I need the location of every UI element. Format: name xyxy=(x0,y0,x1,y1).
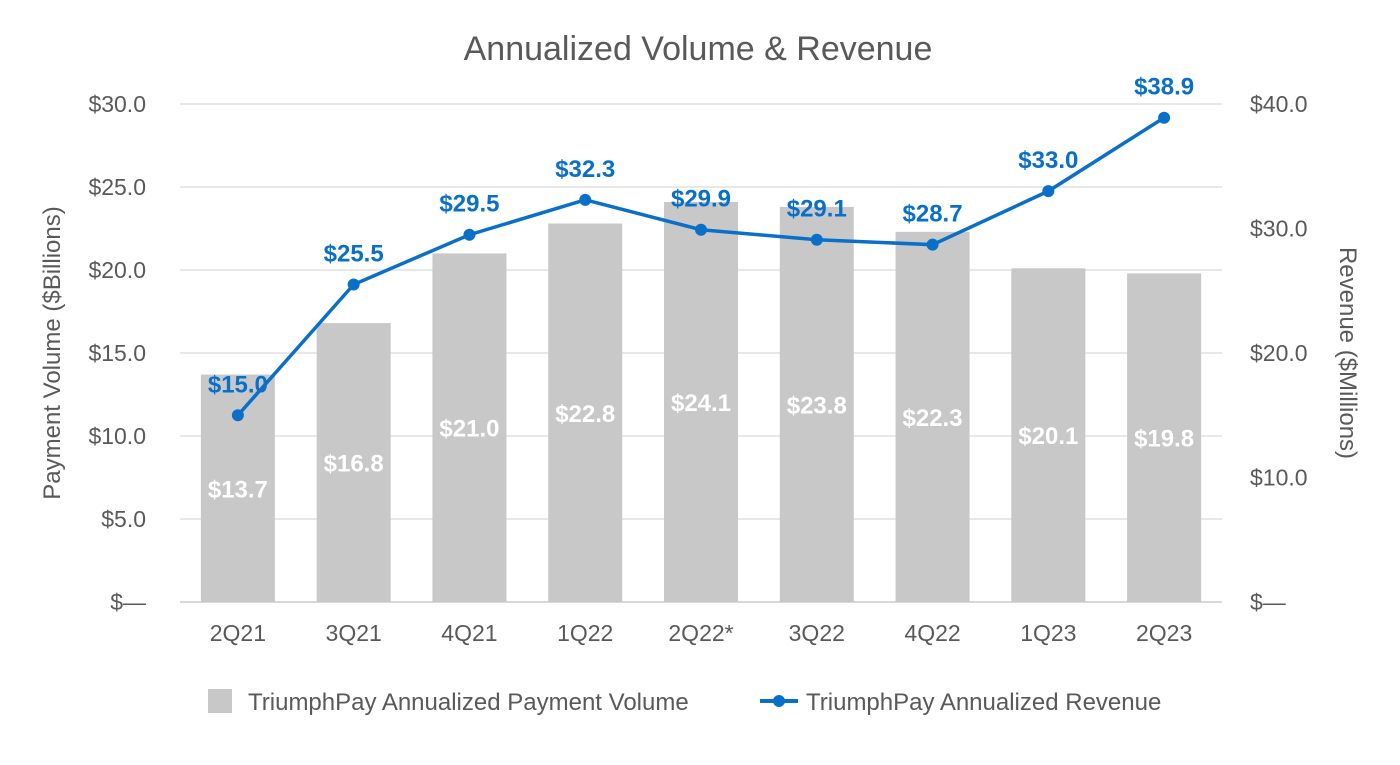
bar-data-label: $20.1 xyxy=(1018,423,1078,450)
revenue-point xyxy=(463,228,476,241)
bar-volume xyxy=(316,323,391,602)
y-axis-label: Payment Volume ($Billions) xyxy=(39,206,66,499)
revenue-data-label: $15.0 xyxy=(208,371,268,398)
y2-tick-label: $20.0 xyxy=(1250,340,1308,366)
bar-data-label: $24.1 xyxy=(671,390,731,417)
legend-swatch-volume xyxy=(208,689,232,713)
revenue-data-label: $29.1 xyxy=(787,196,847,223)
bar-volume xyxy=(548,223,623,602)
legend-label-revenue: TriumphPay Annualized Revenue xyxy=(806,689,1161,716)
legend-swatch-revenue-marker xyxy=(773,695,785,707)
y2-tick-label: $— xyxy=(1250,589,1286,615)
revenue-point xyxy=(810,233,823,246)
bar-data-label: $22.3 xyxy=(903,405,963,432)
y-tick-label: $30.0 xyxy=(88,91,146,117)
bar-data-label: $22.8 xyxy=(555,401,615,428)
y-tick-label: $— xyxy=(110,589,146,615)
x-tick-label: 4Q22 xyxy=(904,620,960,646)
x-tick-label: 2Q21 xyxy=(210,620,266,646)
y-tick-label: $10.0 xyxy=(88,423,146,449)
bar-volume xyxy=(432,253,507,602)
x-tick-label: 2Q22* xyxy=(668,620,733,646)
x-tick-label: 3Q21 xyxy=(326,620,382,646)
bar-volume xyxy=(895,231,970,602)
bar-volume xyxy=(779,206,854,603)
revenue-point xyxy=(1042,185,1055,198)
y2-tick-label: $10.0 xyxy=(1250,465,1308,491)
bar-data-label: $16.8 xyxy=(324,451,384,478)
chart-title: Annualized Volume & Revenue xyxy=(464,30,933,68)
x-tick-label: 3Q22 xyxy=(789,620,845,646)
revenue-point xyxy=(231,409,244,422)
revenue-point xyxy=(1158,111,1171,124)
x-tick-label: 1Q23 xyxy=(1020,620,1076,646)
y-tick-label: $20.0 xyxy=(88,257,146,283)
revenue-data-label: $32.3 xyxy=(555,156,615,183)
revenue-point xyxy=(347,278,360,291)
revenue-data-label: $33.0 xyxy=(1018,147,1078,174)
bar-volume xyxy=(664,201,738,602)
revenue-data-label: $25.5 xyxy=(324,241,384,268)
y2-tick-label: $40.0 xyxy=(1250,91,1308,117)
y2-tick-label: $30.0 xyxy=(1250,216,1308,242)
bar-volume xyxy=(1011,268,1086,602)
bar-data-label: $19.8 xyxy=(1134,426,1194,453)
revenue-data-label: $29.5 xyxy=(439,191,499,218)
x-tick-label: 1Q22 xyxy=(557,620,613,646)
bar-data-label: $13.7 xyxy=(208,476,268,503)
bar-data-label: $23.8 xyxy=(787,392,847,419)
bar-data-label: $21.0 xyxy=(439,416,499,443)
y-tick-label: $5.0 xyxy=(101,506,146,532)
bar-volume xyxy=(1127,273,1202,602)
revenue-data-label: $38.9 xyxy=(1134,74,1194,101)
revenue-point xyxy=(926,238,939,251)
x-tick-label: 2Q23 xyxy=(1136,620,1192,646)
revenue-point xyxy=(695,223,707,236)
x-tick-label: 4Q21 xyxy=(441,620,497,646)
legend-label-volume: TriumphPay Annualized Payment Volume xyxy=(248,689,689,716)
legend: TriumphPay Annualized Payment Volume Tri… xyxy=(208,689,1161,716)
revenue-data-label: $28.7 xyxy=(903,201,963,228)
revenue-data-label: $29.9 xyxy=(671,186,731,213)
y-tick-label: $15.0 xyxy=(88,340,146,366)
y2-axis-label: Revenue ($Millions) xyxy=(1334,247,1361,459)
y-tick-label: $25.0 xyxy=(88,174,146,200)
revenue-point xyxy=(579,193,592,206)
